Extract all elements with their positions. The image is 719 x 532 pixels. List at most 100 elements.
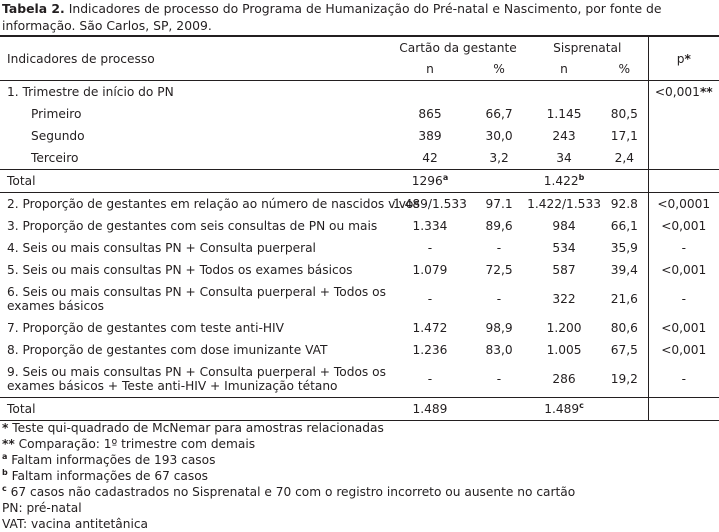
header-n1: n <box>389 58 471 81</box>
header-pct2: % <box>601 58 649 81</box>
row-pct1: - <box>496 292 502 306</box>
footnote-text: Faltam informações de 67 casos <box>7 469 209 483</box>
footnote: a Faltam informações de 193 casos <box>2 452 716 468</box>
row-label: Terceiro <box>31 151 79 165</box>
footnote-text: Teste qui-quadrado de McNemar para amost… <box>8 421 384 435</box>
row-n1: 1296a <box>389 169 471 193</box>
row-label: 6. Seis ou mais consultas PN + Consulta … <box>7 285 386 313</box>
table-row: 2. Proporção de gestantes em relação ao … <box>0 192 719 215</box>
table-row: 4. Seis ou mais consultas PN + Consulta … <box>0 237 719 259</box>
footnote-mark: b <box>2 467 8 477</box>
row-n2: 1.145 <box>546 107 582 121</box>
table-caption: Tabela 2. Indicadores de processo do Pro… <box>2 0 714 34</box>
header-indicators: Indicadores de processo <box>0 35 389 81</box>
row-n2: 243 <box>552 129 576 143</box>
row-pct1: - <box>496 241 502 255</box>
row-label: 2. Proporção de gestantes em relação ao … <box>7 197 420 211</box>
row-pct1: - <box>496 372 502 386</box>
table-row-total: Total 1296a 1.422b <box>0 169 719 193</box>
row-pct2: 66,1 <box>610 219 638 233</box>
row-n1: - <box>427 372 433 386</box>
row-label: 9. Seis ou mais consultas PN + Consulta … <box>7 365 386 393</box>
table-row: 7. Proporção de gestantes com teste anti… <box>0 317 719 339</box>
row-n1: - <box>427 292 433 306</box>
footnote-mark: ** <box>2 437 15 451</box>
row-p-value: <0,001 <box>654 85 700 99</box>
footnote: PN: pré-natal <box>2 501 82 515</box>
header-p-label: p <box>676 51 685 66</box>
row-p: - <box>647 237 719 259</box>
row-n1: 865 <box>418 107 442 121</box>
row-pct1: 98,9 <box>485 321 513 335</box>
row-pct2: 19,2 <box>610 372 638 386</box>
row-pct2: 67,5 <box>610 343 638 357</box>
caption-text: Indicadores de processo do Programa de H… <box>2 1 662 33</box>
footnote-mark: c <box>2 483 7 493</box>
row-pct2: 2,4 <box>614 151 634 165</box>
row-p: <0,001 <box>647 339 719 361</box>
header-pct1: % <box>471 58 528 81</box>
row-n2-value: 1.422 <box>543 174 579 188</box>
header-source-sisprenatal: Sisprenatal <box>527 35 649 58</box>
row-n1: 389 <box>418 129 442 143</box>
row-n2: 534 <box>552 241 576 255</box>
row-label: Total <box>0 397 389 421</box>
header-n2: n <box>527 58 602 81</box>
table-row: 1. Trimestre de início do PN <0,001** <box>0 80 719 103</box>
row-n1: 1.472 <box>412 321 448 335</box>
row-pct2: 39,4 <box>610 263 638 277</box>
row-p: - <box>647 281 719 317</box>
row-pct2: 35,9 <box>610 241 638 255</box>
row-label: 4. Seis ou mais consultas PN + Consulta … <box>7 241 316 255</box>
row-label: 7. Proporção de gestantes com teste anti… <box>7 321 284 335</box>
row-pct2: 80,5 <box>610 107 638 121</box>
row-n1: 1.489 <box>389 397 471 421</box>
row-n2: 1.422/1.533 <box>527 197 601 211</box>
footnote-text: Faltam informações de 193 casos <box>7 453 216 467</box>
row-n1: 1.489/1.533 <box>393 197 467 211</box>
row-p: <0,0001 <box>647 192 719 215</box>
row-n2: 1.005 <box>546 343 582 357</box>
table-row: 6. Seis ou mais consultas PN + Consulta … <box>0 281 719 317</box>
row-label: Segundo <box>31 129 85 143</box>
row-p: <0,001** <box>647 80 719 103</box>
table-row: Segundo 389 30,0 243 17,1 <box>0 125 719 147</box>
footnote-mark-a: a <box>442 172 449 182</box>
row-p: <0,001 <box>647 215 719 237</box>
row-label: Total <box>0 169 389 193</box>
row-n2: 984 <box>552 219 576 233</box>
row-pct1: 83,0 <box>485 343 513 357</box>
footnote-text: 67 casos não cadastrados no Sisprenatal … <box>6 485 576 499</box>
footnote-text: Comparação: 1º trimestre com demais <box>14 437 256 451</box>
row-p: <0,001 <box>647 259 719 281</box>
row-pct1: 3,2 <box>489 151 509 165</box>
row-pct1: 89,6 <box>485 219 513 233</box>
header-p: p* <box>647 35 719 81</box>
table-row: 3. Proporção de gestantes com seis consu… <box>0 215 719 237</box>
row-pct1: 66,7 <box>485 107 513 121</box>
row-p: - <box>647 361 719 398</box>
table-row: 5. Seis ou mais consultas PN + Todos os … <box>0 259 719 281</box>
header-row: Indicadores de processo Cartão da gestan… <box>0 35 719 81</box>
footnote: ** Comparação: 1º trimestre com demais <box>2 436 716 452</box>
footnote-mark-c: c <box>579 400 584 410</box>
row-label: Primeiro <box>31 107 82 121</box>
row-n1: - <box>427 241 433 255</box>
row-pct1: 30,0 <box>485 129 513 143</box>
row-n2: 286 <box>552 372 576 386</box>
row-label: 1. Trimestre de início do PN <box>7 85 174 99</box>
row-n1-value: 1296 <box>411 174 443 188</box>
row-n1: 1.236 <box>412 343 448 357</box>
row-pct2: 92.8 <box>610 197 638 211</box>
table-row-total: Total 1.489 1.489c <box>0 397 719 421</box>
row-n2: 322 <box>552 292 576 306</box>
row-n2: 1.422b <box>527 169 602 193</box>
header-source-card: Cartão da gestante <box>389 35 528 58</box>
row-n2: 1.489c <box>527 397 602 421</box>
row-pct1: 97.1 <box>485 197 513 211</box>
row-label: 3. Proporção de gestantes com seis consu… <box>7 219 378 233</box>
row-label: 8. Proporção de gestantes com dose imuni… <box>7 343 328 357</box>
header-p-mark: * <box>684 51 691 66</box>
header-subrow: n % n % <box>0 58 719 81</box>
